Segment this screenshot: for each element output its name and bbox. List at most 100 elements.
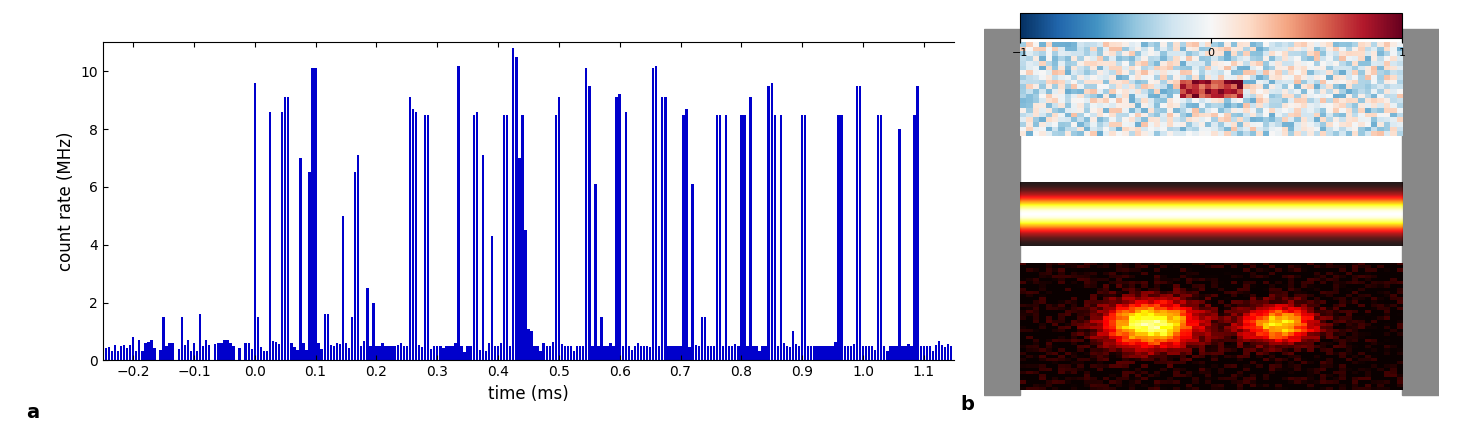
- Bar: [283, 98, 286, 360]
- Bar: [649, 347, 652, 360]
- Bar: [564, 346, 567, 360]
- Bar: [408, 98, 411, 360]
- Bar: [217, 343, 220, 360]
- Bar: [496, 346, 499, 360]
- Bar: [631, 350, 633, 360]
- Bar: [688, 347, 691, 360]
- Bar: [910, 346, 913, 360]
- Bar: [664, 98, 666, 360]
- Bar: [628, 346, 630, 360]
- Bar: [819, 346, 822, 360]
- Bar: [323, 314, 326, 360]
- Bar: [716, 114, 718, 360]
- Bar: [752, 346, 755, 360]
- Bar: [461, 346, 462, 360]
- Bar: [637, 343, 639, 360]
- Bar: [226, 340, 229, 360]
- Bar: [376, 346, 377, 360]
- Bar: [357, 155, 360, 360]
- Bar: [388, 346, 390, 360]
- Bar: [515, 57, 518, 360]
- Bar: [853, 344, 854, 360]
- X-axis label: time (ms): time (ms): [487, 385, 570, 403]
- Bar: [756, 346, 757, 360]
- Bar: [913, 114, 916, 360]
- Bar: [706, 346, 709, 360]
- Bar: [543, 343, 545, 360]
- Bar: [586, 68, 587, 360]
- Bar: [546, 346, 548, 360]
- Bar: [379, 346, 380, 360]
- Bar: [277, 344, 280, 360]
- Bar: [181, 343, 184, 360]
- Bar: [856, 86, 859, 360]
- Bar: [791, 332, 794, 360]
- Bar: [117, 351, 119, 360]
- Bar: [195, 351, 198, 360]
- Bar: [132, 337, 135, 360]
- Bar: [330, 346, 332, 360]
- Bar: [876, 114, 879, 360]
- Bar: [393, 346, 396, 360]
- Bar: [567, 346, 570, 360]
- Bar: [926, 346, 928, 360]
- Bar: [873, 350, 876, 360]
- Bar: [844, 346, 846, 360]
- Bar: [275, 342, 277, 360]
- Bar: [320, 349, 323, 360]
- Bar: [427, 114, 429, 360]
- Bar: [333, 346, 335, 360]
- Bar: [260, 347, 263, 360]
- Bar: [390, 346, 393, 360]
- Bar: [220, 343, 223, 360]
- Bar: [938, 341, 940, 360]
- Bar: [686, 109, 688, 360]
- Bar: [415, 112, 417, 360]
- Bar: [366, 288, 368, 360]
- Bar: [448, 346, 451, 360]
- Bar: [345, 343, 348, 360]
- Bar: [871, 346, 873, 360]
- Bar: [129, 345, 131, 360]
- Bar: [126, 349, 128, 360]
- Bar: [482, 155, 484, 360]
- Bar: [606, 346, 609, 360]
- Bar: [251, 349, 252, 360]
- Bar: [816, 346, 819, 360]
- Bar: [646, 346, 649, 360]
- Bar: [802, 114, 803, 360]
- Bar: [570, 346, 573, 360]
- Bar: [354, 173, 357, 360]
- Bar: [713, 346, 715, 360]
- Bar: [314, 68, 317, 360]
- Bar: [181, 317, 184, 360]
- Bar: [919, 346, 922, 360]
- Bar: [941, 345, 944, 360]
- Bar: [794, 344, 797, 360]
- Bar: [683, 114, 684, 360]
- Bar: [618, 95, 621, 360]
- Bar: [445, 346, 448, 360]
- Bar: [612, 346, 615, 360]
- Bar: [150, 340, 153, 360]
- Bar: [658, 346, 661, 360]
- Bar: [476, 112, 479, 360]
- Bar: [719, 114, 721, 360]
- Bar: [272, 340, 275, 360]
- Bar: [454, 343, 457, 360]
- Bar: [655, 66, 658, 360]
- Bar: [123, 346, 125, 360]
- Bar: [439, 346, 442, 360]
- Bar: [504, 114, 505, 360]
- Bar: [680, 346, 681, 360]
- Bar: [573, 351, 575, 360]
- Bar: [850, 346, 851, 360]
- Bar: [163, 317, 164, 360]
- Bar: [479, 350, 482, 360]
- Bar: [837, 114, 840, 360]
- Bar: [746, 346, 749, 360]
- Bar: [694, 345, 697, 360]
- Bar: [342, 216, 344, 360]
- Bar: [385, 346, 386, 360]
- Bar: [581, 346, 584, 360]
